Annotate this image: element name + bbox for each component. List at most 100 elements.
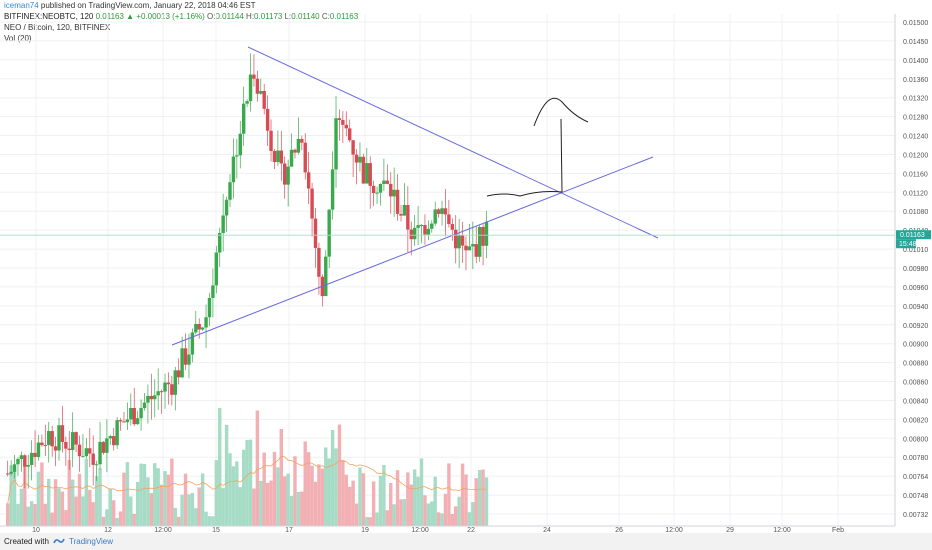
- candles: [6, 53, 489, 489]
- volume-bar: [156, 468, 160, 526]
- volume-bar: [228, 453, 232, 526]
- chart-header: iceman74 published on TradingView.com, J…: [4, 0, 894, 44]
- bar-timer-text: 15:48: [899, 241, 917, 248]
- last-price: 0.01163: [95, 12, 124, 21]
- volume-bar: [375, 512, 379, 526]
- candle-body: [306, 172, 311, 189]
- volume-moving-average: [7, 455, 487, 504]
- volume-bar: [6, 503, 10, 526]
- candle-body: [324, 256, 328, 297]
- volume-bar: [259, 480, 263, 526]
- volume-bar: [221, 488, 225, 526]
- volume-bar: [303, 441, 307, 526]
- volume-bar: [354, 503, 359, 526]
- volume-bar: [112, 500, 116, 526]
- volume-bar: [159, 484, 164, 526]
- volume-bar: [218, 407, 222, 526]
- volume-bar: [33, 504, 37, 526]
- volume-bar: [279, 428, 283, 526]
- candle-body: [16, 458, 20, 465]
- candle-body: [296, 138, 301, 153]
- volume-bar: [194, 508, 198, 526]
- volume-bar: [300, 491, 304, 526]
- candle-body: [409, 229, 413, 240]
- candle-body: [395, 189, 400, 214]
- candle-body: [197, 323, 201, 330]
- candle-body: [200, 327, 205, 330]
- y-tick-label: 0.00748: [903, 493, 928, 500]
- candle-body: [64, 441, 68, 449]
- candle-body: [467, 246, 472, 251]
- candle-body: [402, 205, 407, 216]
- volume-bar: [197, 487, 201, 526]
- volume-bar: [211, 516, 215, 526]
- volume-bar: [477, 470, 482, 526]
- volume-bar: [129, 496, 133, 526]
- volume-bar: [70, 479, 75, 526]
- lower-trendline: [171, 156, 654, 346]
- volume-bar: [122, 472, 126, 526]
- y-tick-label: 0.01240: [903, 134, 928, 141]
- price-change: ▲ +0.00013 (+1.16%): [126, 12, 205, 21]
- volume-bar: [265, 482, 270, 526]
- candle-body: [235, 155, 239, 157]
- candle-body: [26, 464, 30, 467]
- y-tick-label: 0.00860: [903, 380, 928, 387]
- volume-bar: [57, 488, 61, 526]
- candle-body: [105, 438, 109, 453]
- y-tick-label: 0.01450: [903, 39, 928, 46]
- x-tick-label: 22: [467, 527, 475, 534]
- volume-bar: [436, 512, 441, 526]
- candle-body: [118, 420, 123, 422]
- time-axis[interactable]: 10 12 12:00 15 17 19 12:00 22 24 26 12:00 29 12:00 Fe…: [0, 525, 895, 534]
- created-with-label: Created with: [4, 537, 49, 546]
- projection-drawing: [486, 97, 589, 197]
- projection-vertical: [560, 118, 563, 193]
- price-axis[interactable]: 0.01500 0.01450 0.01400 0.01360 0.01320 0.012…: [0, 14, 931, 526]
- candle-body: [313, 218, 318, 248]
- candle-body: [358, 156, 362, 163]
- candle-body: [81, 456, 85, 458]
- trendlines[interactable]: [171, 46, 659, 346]
- candle-body: [170, 384, 174, 395]
- volume-bar: [50, 512, 54, 526]
- author-link[interactable]: iceman74: [4, 1, 39, 10]
- volume-bar: [433, 476, 437, 526]
- volume-bar: [142, 464, 147, 526]
- candle-body: [214, 252, 219, 286]
- volume-bar: [402, 499, 407, 526]
- volume-bar: [317, 464, 321, 526]
- candle-body: [135, 418, 140, 425]
- volume-bar: [412, 469, 417, 526]
- y-tick-label: 0.00764: [903, 474, 928, 481]
- open-value: 0.01144: [215, 12, 244, 21]
- candle-body: [351, 140, 355, 155]
- volume-bar: [47, 478, 51, 526]
- volume-bar: [67, 459, 71, 526]
- candle-body: [464, 245, 468, 251]
- candle-body: [6, 473, 10, 475]
- x-tick-label: 12:00: [665, 527, 683, 534]
- candle-body: [142, 402, 147, 408]
- candle-body: [115, 420, 119, 446]
- projection-squiggle: [486, 191, 563, 197]
- y-tick-label: 0.01200: [903, 152, 928, 159]
- tradingview-brand[interactable]: TradingView: [69, 537, 114, 546]
- volume-bar: [214, 460, 219, 526]
- close-value: 0.01163: [329, 12, 359, 21]
- candle-body: [327, 209, 331, 257]
- candle-body: [146, 395, 150, 403]
- volume-bar: [166, 474, 171, 526]
- volume-bar: [245, 439, 249, 526]
- candle-body: [341, 119, 345, 125]
- volume-bar: [139, 463, 143, 526]
- last-price-badge-text: 0.01163: [900, 232, 925, 239]
- upper-trendline: [247, 46, 659, 239]
- volume-bar: [74, 496, 78, 526]
- candle-body: [252, 74, 256, 79]
- candle-body: [67, 448, 71, 450]
- candle-body: [259, 91, 263, 94]
- y-tick-label: 0.00732: [903, 512, 928, 519]
- volume-bar: [153, 463, 157, 526]
